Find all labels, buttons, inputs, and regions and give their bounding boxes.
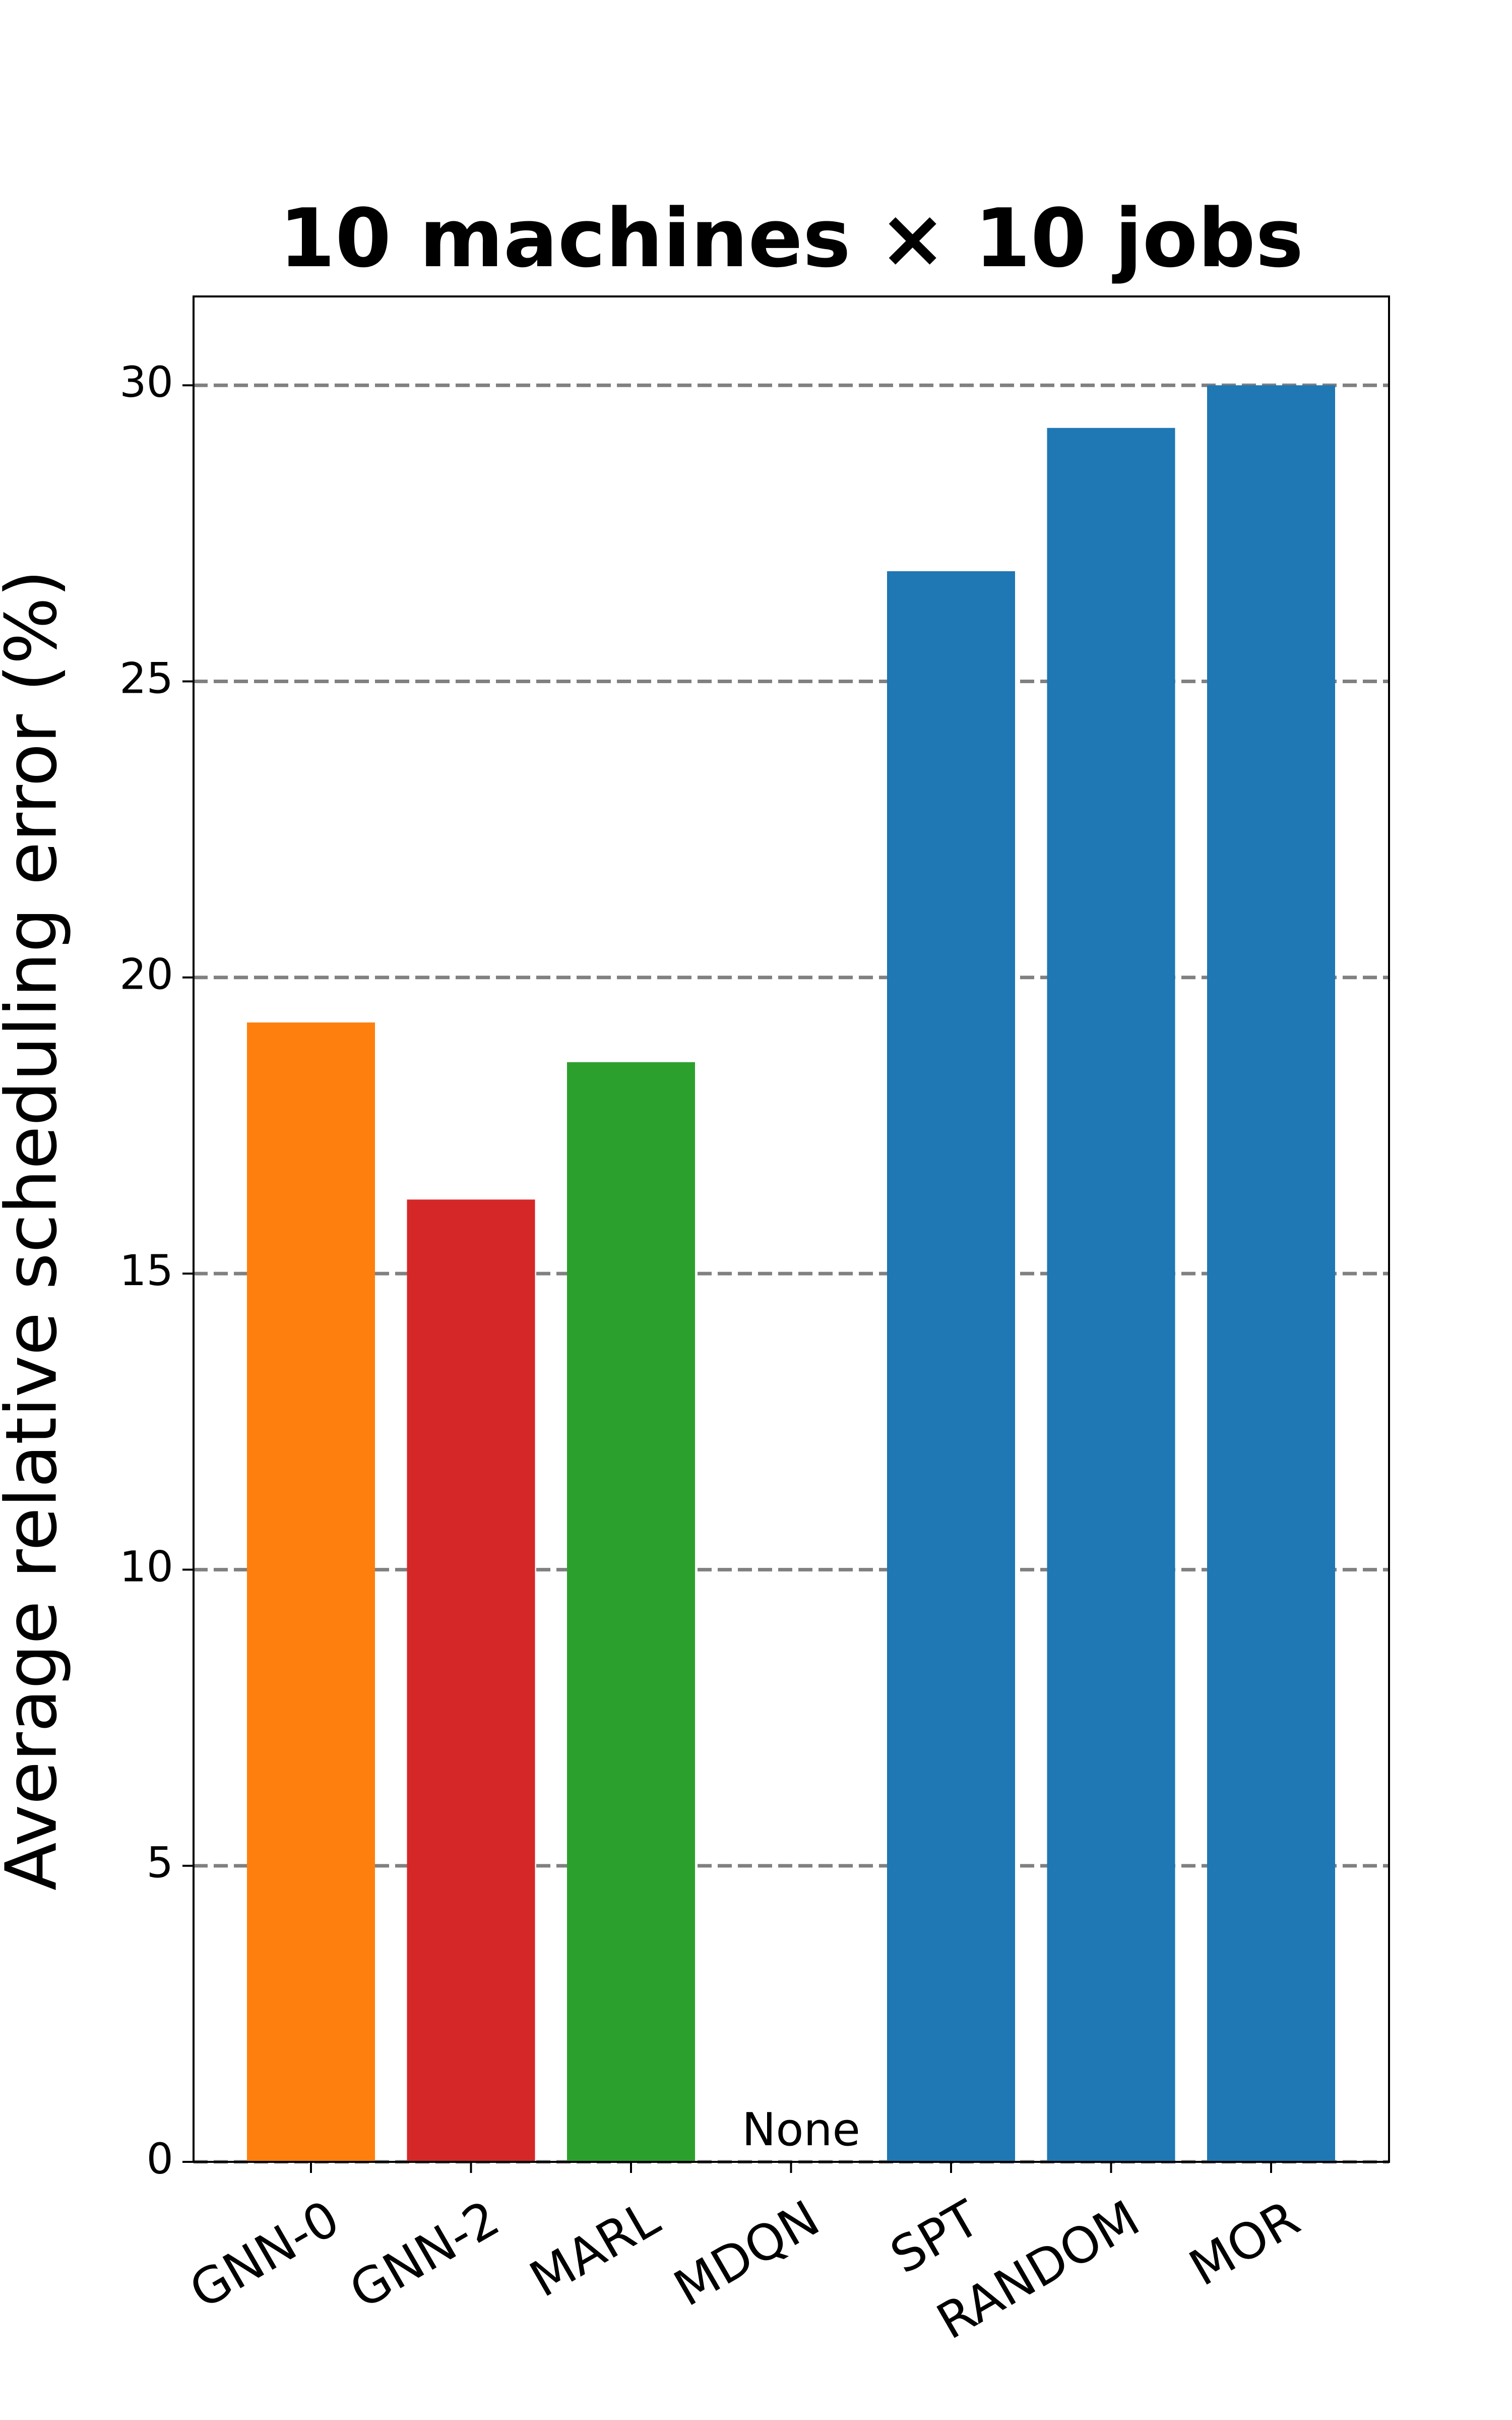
plot-frame: [193, 295, 1390, 2163]
y-tick-label: 0: [147, 2134, 173, 2184]
bar: [887, 571, 1015, 2162]
y-tick-label: 30: [119, 357, 173, 407]
y-axis-label: Average relative scheduling error (%): [0, 570, 73, 1891]
bar: [1207, 385, 1335, 2162]
y-tick-label: 15: [119, 1246, 173, 1295]
bar: [407, 1199, 535, 2162]
bar: [247, 1022, 375, 2162]
value-label: None: [742, 2103, 860, 2156]
bar: [567, 1062, 695, 2162]
chart-title: 10 machines × 10 jobs: [279, 191, 1304, 285]
y-tick-label: 5: [147, 1838, 173, 1888]
y-tick-label: 25: [119, 653, 173, 703]
bar: [1047, 428, 1175, 2162]
y-tick-label: 20: [119, 950, 173, 999]
y-tick-label: 10: [119, 1542, 173, 1591]
